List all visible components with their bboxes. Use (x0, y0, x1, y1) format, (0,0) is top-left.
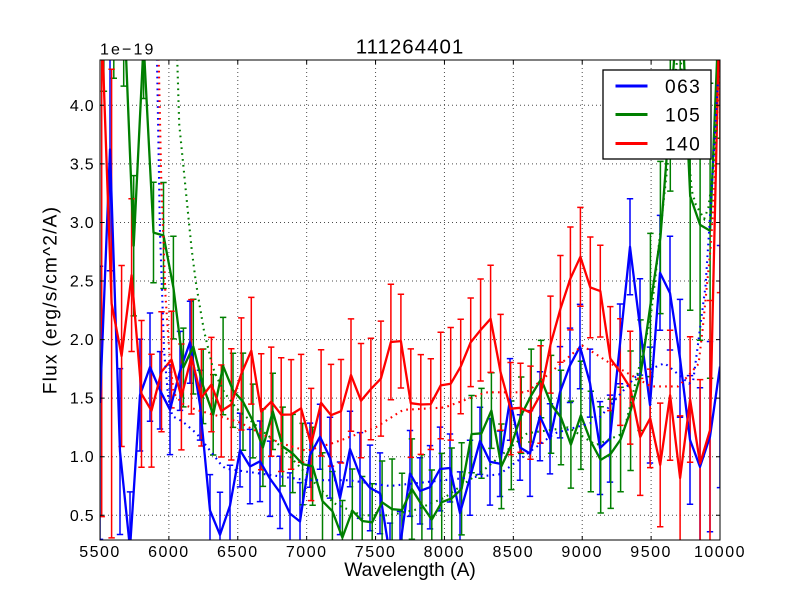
svg-text:0.5: 0.5 (70, 508, 95, 525)
svg-text:2.0: 2.0 (70, 332, 95, 349)
svg-text:6500: 6500 (217, 544, 259, 561)
svg-text:1e−19: 1e−19 (100, 42, 155, 59)
svg-text:111264401: 111264401 (356, 36, 465, 59)
svg-text:9000: 9000 (561, 544, 603, 561)
svg-text:1.5: 1.5 (70, 391, 95, 408)
svg-text:Wavelength (A): Wavelength (A) (344, 560, 476, 581)
svg-text:6000: 6000 (148, 544, 190, 561)
svg-text:7000: 7000 (286, 544, 328, 561)
svg-text:140: 140 (665, 135, 701, 156)
svg-text:2.5: 2.5 (70, 274, 95, 291)
svg-text:1.0: 1.0 (70, 449, 95, 466)
svg-text:9500: 9500 (630, 544, 672, 561)
svg-text:10000: 10000 (694, 544, 746, 561)
svg-text:3.5: 3.5 (70, 156, 95, 173)
svg-text:3.0: 3.0 (70, 215, 95, 232)
svg-text:8500: 8500 (493, 544, 535, 561)
svg-text:4.0: 4.0 (70, 98, 95, 115)
svg-text:7500: 7500 (355, 544, 397, 561)
svg-text:105: 105 (665, 106, 701, 127)
svg-text:8000: 8000 (424, 544, 466, 561)
svg-text:063: 063 (665, 77, 701, 98)
svg-text:5500: 5500 (79, 544, 121, 561)
svg-text:Flux (erg/s/cm^2/A): Flux (erg/s/cm^2/A) (41, 206, 62, 395)
